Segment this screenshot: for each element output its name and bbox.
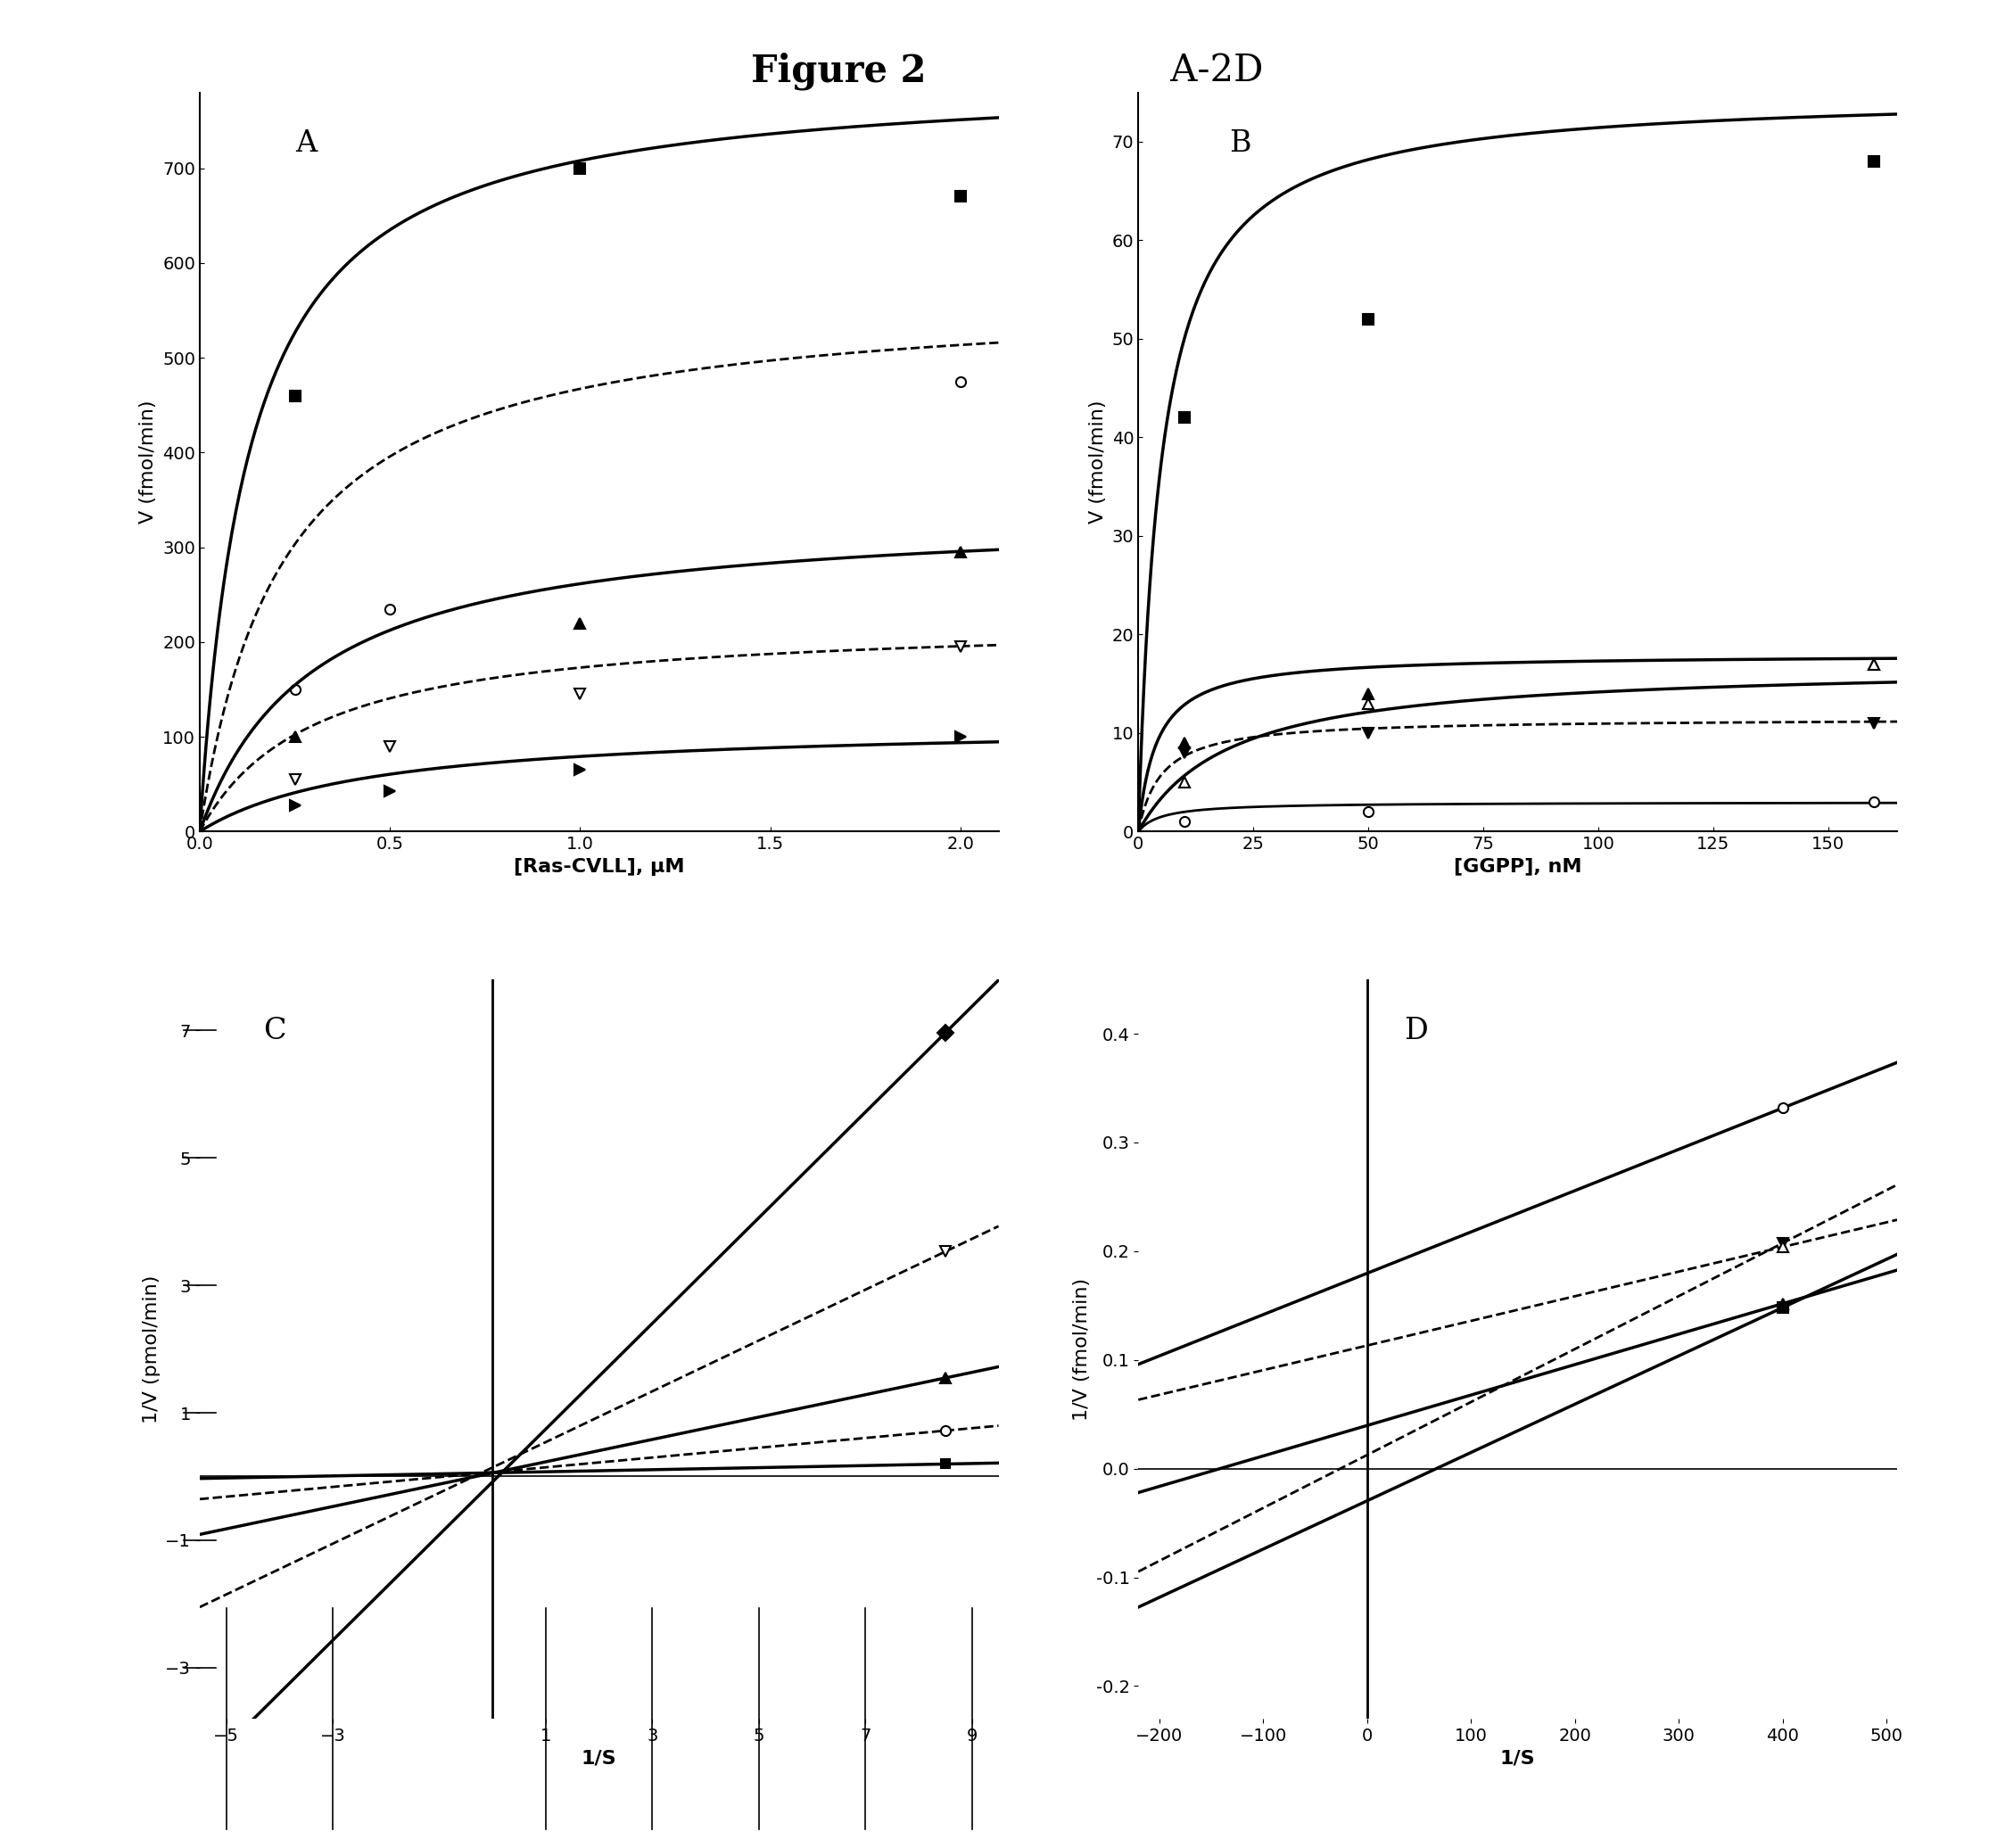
Text: Figure 2: Figure 2 <box>751 52 927 91</box>
Y-axis label: 1/V (pmol/min): 1/V (pmol/min) <box>142 1275 160 1423</box>
Y-axis label: V (fmol/min): V (fmol/min) <box>1088 401 1106 523</box>
Text: C: C <box>264 1016 286 1044</box>
Text: A: A <box>296 129 318 157</box>
X-axis label: 1/S: 1/S <box>581 1750 617 1767</box>
X-axis label: [GGPP], nM: [GGPP], nM <box>1454 857 1582 876</box>
Text: B: B <box>1230 129 1252 157</box>
X-axis label: [Ras-CVLL], μM: [Ras-CVLL], μM <box>513 857 685 876</box>
Y-axis label: V (fmol/min): V (fmol/min) <box>140 401 158 523</box>
X-axis label: 1/S: 1/S <box>1500 1750 1536 1767</box>
Text: A-2D: A-2D <box>1158 52 1262 89</box>
Y-axis label: 1/V (fmol/min): 1/V (fmol/min) <box>1072 1277 1090 1421</box>
Text: D: D <box>1404 1016 1428 1044</box>
